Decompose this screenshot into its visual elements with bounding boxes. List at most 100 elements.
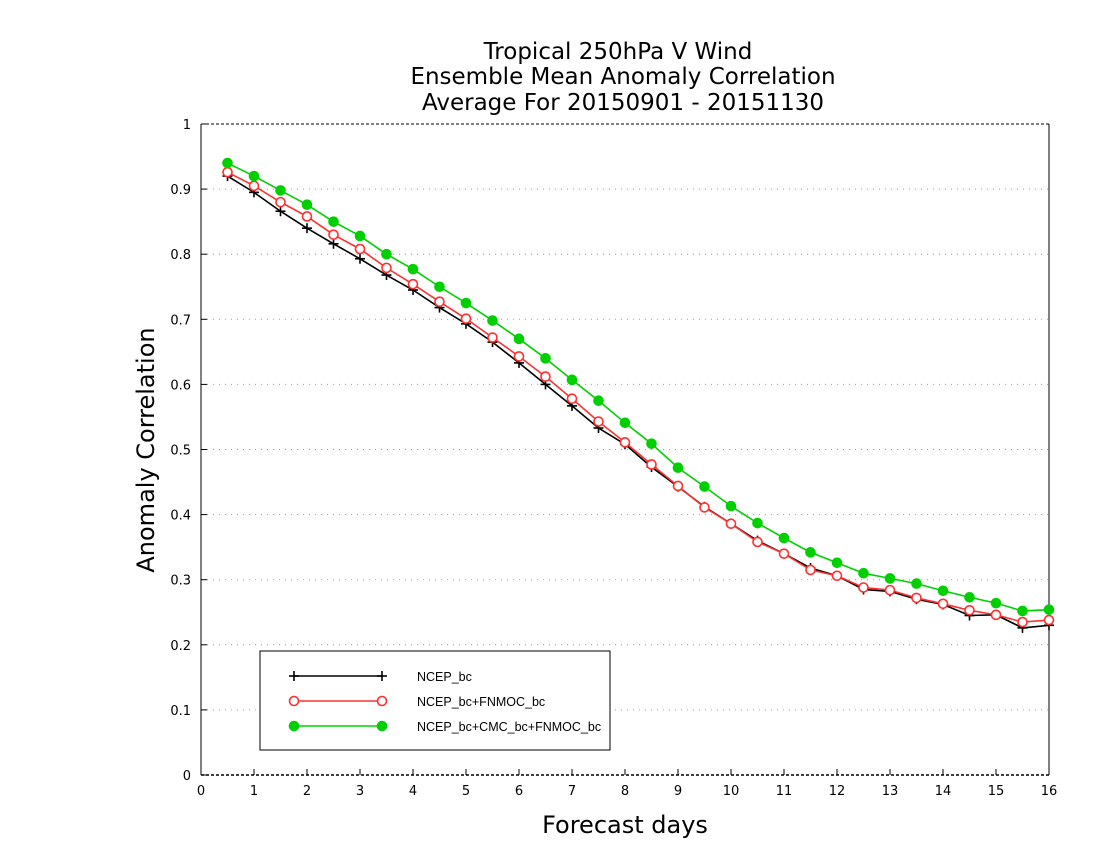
series-2-point-25 [884,573,896,584]
series-0-point-3 [302,223,312,234]
series-2-point-23 [831,557,843,569]
y-tick-label-3: 0.3 [170,574,191,589]
series-2-line [227,162,1050,612]
y-tick-label-1: 0.1 [170,704,191,719]
x-tick-label-11: 11 [776,784,793,799]
series-2 [222,157,1055,617]
series-2-point-15 [619,417,631,429]
legend-marker-end-1 [376,695,388,707]
series-2-point-20 [752,517,763,529]
series-0-point-4 [328,238,339,249]
x-tick-label-7: 7 [568,784,576,799]
legend-marker-end-0 [377,671,387,681]
series-2-point-27 [937,585,949,597]
series-2-point-14 [593,395,604,406]
x-tick-label-14: 14 [935,784,952,799]
series-2-point-22 [805,547,816,558]
legend: NCEP_bc NCEP_bc+FNMOC_bc NCEP_bc+CMC_bc+FN… [259,650,611,751]
series-1-point-15 [619,437,631,448]
series-1-point-16 [646,459,657,470]
legend-label-1: NCEP_bc+FNMOC_bc [417,695,545,709]
legend-marker-start-1 [288,695,300,707]
series-2-point-9 [460,297,472,309]
x-tick-label-10: 10 [723,784,740,799]
series-1 [222,166,1055,628]
series-1-point-5 [354,243,366,255]
series-1-point-25 [884,584,896,596]
x-tick-label-6: 6 [515,784,523,799]
legend-marker-start-2 [288,720,300,732]
chart-title: Tropical 250hPa V Wind Ensemble Mean Ano… [410,39,835,116]
series-1-line [227,171,1050,623]
x-tick-label-15: 15 [988,784,1005,799]
series-2-point-26 [911,578,922,589]
chart-title-line-3: Average For 20150901 - 20151130 [422,90,824,116]
series-2-point-21 [778,532,790,544]
series-2-point-3 [301,199,313,211]
series-1-point-2 [275,196,286,208]
x-tick-label-0: 0 [197,784,205,799]
series-1-point-28 [964,604,975,616]
series-layer [222,157,1055,633]
series-0-point-5 [355,253,365,264]
y-tick-label-0: 0 [183,769,191,784]
series-1-point-29 [990,609,1002,621]
series-2-point-4 [328,216,339,227]
x-tick-label-13: 13 [882,784,899,799]
series-1-point-21 [778,548,790,559]
chart-title-line-2: Ensemble Mean Anomaly Correlation [410,64,835,90]
series-1-point-0 [222,166,233,178]
series-1-point-3 [301,211,313,222]
series-2-point-11 [513,333,525,345]
series-1-point-9 [460,313,472,324]
series-1-point-17 [672,480,684,492]
series-1-point-18 [699,502,710,513]
y-tick-label-10: 1 [183,118,191,133]
series-2-point-31 [1043,604,1055,615]
x-tick-label-12: 12 [829,784,846,799]
legend-entry-2: NCEP_bc+CMC_bc+FNMOC_bc [288,720,601,734]
legend-entry-0: NCEP_bc [289,670,472,684]
x-tick-label-8: 8 [621,784,629,799]
series-2-point-17 [672,462,684,474]
series-1-point-8 [434,296,445,308]
x-axis-label: Forecast days [542,811,708,839]
series-1-point-22 [805,564,816,576]
series-1-point-4 [328,229,339,240]
series-2-point-0 [222,157,233,169]
x-tick-label-2: 2 [303,784,311,799]
y-tick-label-5: 0.5 [170,444,191,459]
series-1-point-26 [911,592,922,604]
legend-label-0: NCEP_bc [417,670,472,684]
x-tick-label-1: 1 [250,784,258,799]
x-tick-label-9: 9 [674,784,682,799]
series-2-point-13 [566,374,578,386]
series-1-point-19 [725,518,737,530]
x-tick-label-4: 4 [409,784,417,799]
series-2-point-28 [964,591,975,603]
series-2-point-30 [1017,605,1028,617]
y-tick-label-9: 0.9 [170,183,191,198]
series-2-point-2 [275,185,286,196]
series-1-point-23 [831,570,843,582]
series-1-point-10 [487,332,498,343]
series-1-point-31 [1043,614,1055,626]
series-2-point-12 [540,353,551,364]
x-tick-label-16: 16 [1041,784,1058,799]
series-0-point-2 [275,206,286,217]
series-2-point-1 [248,170,260,182]
y-tick-label-7: 0.7 [170,313,191,328]
series-1-point-27 [937,598,949,610]
series-2-point-29 [990,597,1002,609]
series-0 [222,171,1054,633]
legend-entry-1: NCEP_bc+FNMOC_bc [288,695,545,709]
legend-marker-end-2 [376,720,388,732]
series-1-point-24 [858,582,869,593]
series-1-point-7 [407,278,419,290]
legend-label-2: NCEP_bc+CMC_bc+FNMOC_bc [417,720,601,734]
series-2-point-18 [699,481,710,492]
series-2-point-6 [381,248,392,260]
x-tick-label-3: 3 [356,784,364,799]
series-2-point-8 [434,281,445,293]
